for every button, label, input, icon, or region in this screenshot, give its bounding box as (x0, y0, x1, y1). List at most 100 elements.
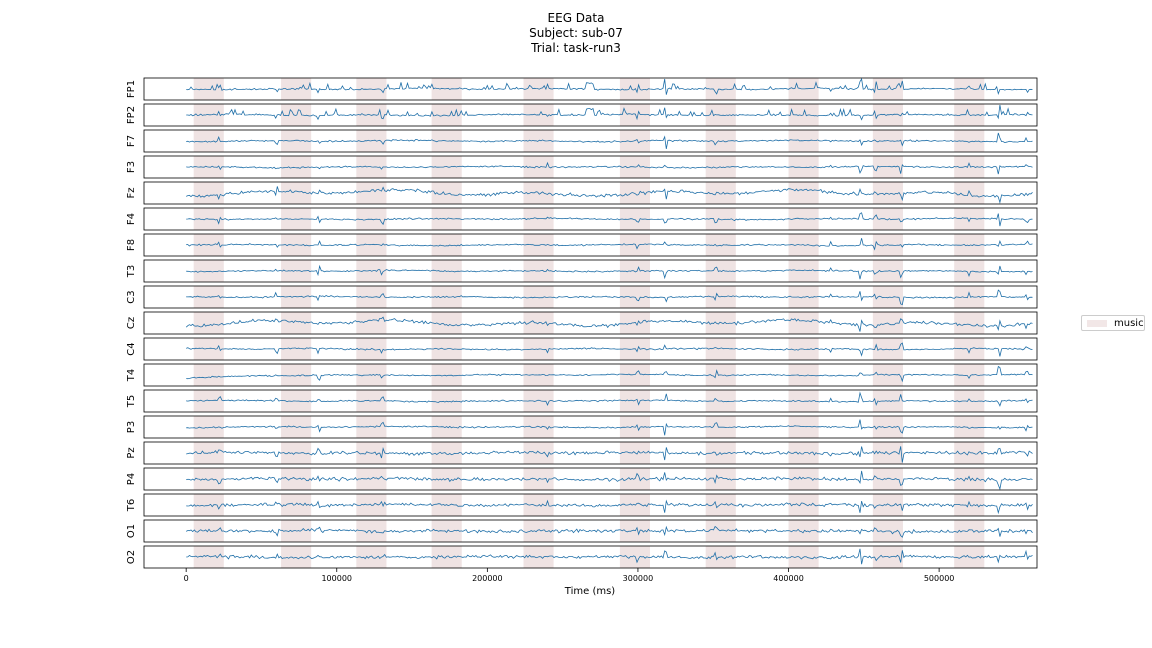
music-band-c4-1 (281, 338, 312, 360)
music-band-f4-6 (705, 208, 736, 230)
channel-label-c4: C4 (126, 342, 137, 355)
music-band-t6-8 (872, 494, 903, 516)
axes-frame-t4 (143, 363, 1038, 387)
channel-label-p3: P3 (126, 421, 137, 433)
trace-p3 (186, 419, 1033, 436)
music-band-f3-3 (431, 156, 462, 178)
music-band-cz-2 (356, 312, 387, 334)
music-band-c4-0 (193, 338, 224, 360)
trace-f3 (186, 161, 1033, 175)
music-band-t6-6 (705, 494, 736, 516)
music-band-fp1-3 (431, 78, 462, 100)
music-band-c4-6 (705, 338, 736, 360)
channel-label-fz: Fz (126, 187, 137, 198)
title-line-3: Trial: task-run3 (531, 41, 621, 55)
music-band-p4-8 (872, 468, 903, 490)
music-band-p4-9 (954, 468, 985, 490)
music-band-fp1-9 (954, 78, 985, 100)
axes-frame-f7 (143, 129, 1038, 153)
axes-frame-t3 (143, 259, 1038, 283)
trace-t5 (186, 391, 1033, 407)
music-band-p4-0 (193, 468, 224, 490)
music-band-t3-5 (619, 260, 650, 282)
axes-frame-f4 (143, 207, 1038, 231)
axes-frame-o2 (143, 545, 1038, 569)
axes-frame-pz (143, 441, 1038, 465)
trace-fz (186, 186, 1033, 204)
music-band-fp2-3 (431, 104, 462, 126)
legend-swatch-music (1087, 320, 1107, 327)
axes-frame-f8 (143, 233, 1038, 257)
music-band-t4-1 (281, 364, 312, 386)
music-band-t3-7 (788, 260, 819, 282)
trace-t3 (186, 264, 1033, 280)
music-band-fz-8 (872, 182, 903, 204)
music-band-pz-9 (954, 442, 985, 464)
music-band-f3-8 (872, 156, 903, 178)
channel-label-p4: P4 (126, 473, 137, 485)
music-band-o2-1 (281, 546, 312, 568)
trace-o1 (186, 525, 1033, 538)
music-band-cz-9 (954, 312, 985, 334)
music-band-f8-0 (193, 234, 224, 256)
music-band-f7-8 (872, 130, 903, 152)
music-band-fz-7 (788, 182, 819, 204)
axes-frame-t6 (143, 493, 1038, 517)
music-band-pz-4 (523, 442, 554, 464)
music-band-o1-4 (523, 520, 554, 542)
music-band-fz-6 (705, 182, 736, 204)
music-band-o2-3 (431, 546, 462, 568)
trace-f4 (186, 212, 1033, 227)
music-band-c3-4 (523, 286, 554, 308)
trace-fp2 (186, 104, 1033, 121)
trace-o2 (186, 548, 1033, 565)
title-line-2: Subject: sub-07 (529, 26, 623, 40)
x-tick-label-1: 100000 (321, 574, 352, 583)
music-band-p3-0 (193, 416, 224, 438)
axes-frame-p3 (143, 415, 1038, 439)
music-band-p3-2 (356, 416, 387, 438)
music-band-t4-5 (619, 364, 650, 386)
music-band-p3-9 (954, 416, 985, 438)
music-band-t5-9 (954, 390, 985, 412)
axes-frame-f3 (143, 155, 1038, 179)
music-band-f8-5 (619, 234, 650, 256)
channel-label-t6: T6 (126, 499, 137, 512)
channel-label-fp1: FP1 (126, 80, 137, 98)
music-band-c4-8 (872, 338, 903, 360)
music-band-f3-9 (954, 156, 985, 178)
music-band-o1-9 (954, 520, 985, 542)
x-axis-label: Time (ms) (564, 586, 616, 597)
music-band-f7-0 (193, 130, 224, 152)
trace-cz (185, 316, 1033, 332)
music-band-o1-7 (788, 520, 819, 542)
x-tick-label-5: 500000 (924, 574, 955, 583)
music-band-c3-9 (954, 286, 985, 308)
music-band-p4-7 (788, 468, 819, 490)
music-band-fz-5 (619, 182, 650, 204)
music-band-pz-8 (872, 442, 903, 464)
music-band-cz-5 (619, 312, 650, 334)
music-band-t4-7 (788, 364, 819, 386)
music-band-cz-7 (788, 312, 819, 334)
music-band-o1-0 (193, 520, 224, 542)
music-band-p3-4 (523, 416, 554, 438)
channel-label-t4: T4 (126, 369, 137, 382)
music-band-fz-1 (281, 182, 312, 204)
trace-c4 (186, 342, 1033, 357)
music-band-fz-3 (431, 182, 462, 204)
music-band-f8-3 (431, 234, 462, 256)
music-band-fz-2 (356, 182, 387, 204)
channel-label-c3: C3 (126, 290, 137, 303)
axes-frame-fz (143, 181, 1038, 205)
x-tick-label-4: 400000 (773, 574, 804, 583)
axes-frame-c4 (143, 337, 1038, 361)
channel-label-f7: F7 (126, 135, 137, 147)
axes-frame-t5 (143, 389, 1038, 413)
trace-f7 (186, 132, 1033, 149)
music-band-t3-3 (431, 260, 462, 282)
music-band-fp1-6 (705, 78, 736, 100)
music-band-f8-6 (705, 234, 736, 256)
channel-label-f8: F8 (126, 239, 137, 251)
music-band-f7-9 (954, 130, 985, 152)
